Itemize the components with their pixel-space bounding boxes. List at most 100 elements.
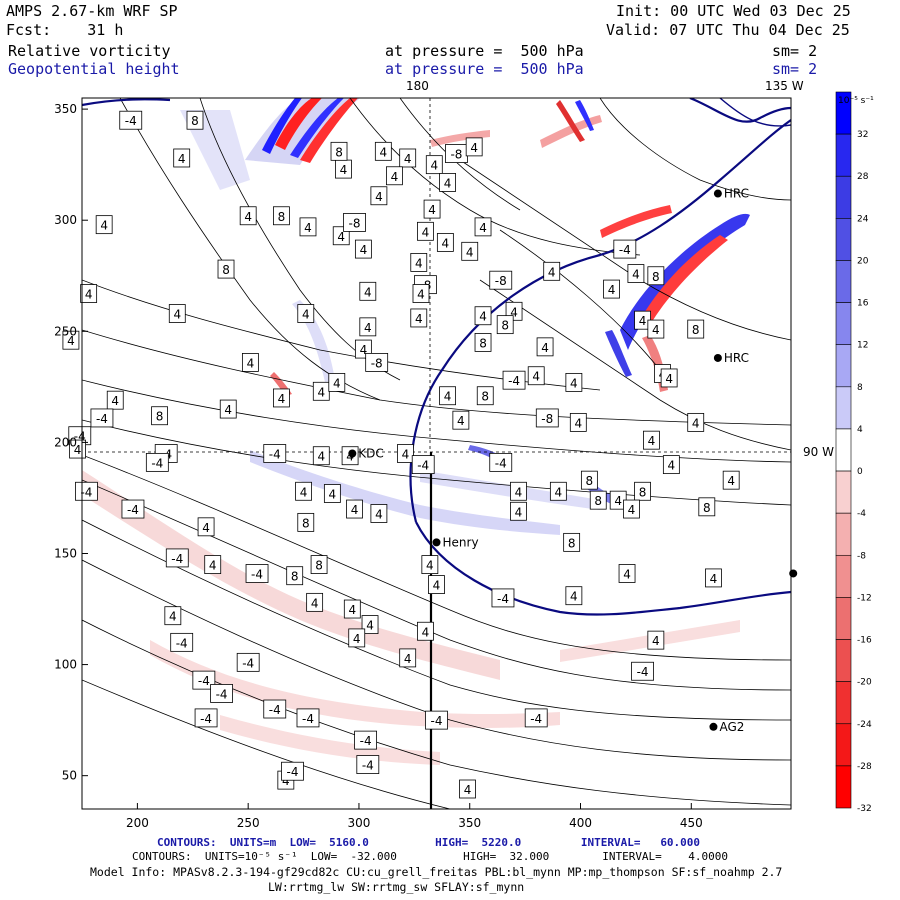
contour-label: -8: [343, 213, 366, 232]
contour-label-text: 8: [703, 501, 711, 515]
contour-label: 4: [348, 628, 366, 648]
contour-label: -4: [411, 455, 435, 475]
contour-label-text: 4: [348, 603, 356, 617]
contour-label: 4: [312, 381, 330, 401]
contour-label: -4: [263, 444, 287, 463]
colorbar-label: 12: [857, 341, 868, 351]
contour-label: 4: [219, 399, 237, 419]
contour-label: -8: [365, 353, 389, 372]
contour-label: -4: [119, 110, 143, 130]
contour-label: 8: [310, 555, 328, 574]
contour-label: 4: [80, 284, 98, 303]
contour-label-text: 4: [433, 579, 441, 593]
contour-label-text: 4: [632, 268, 640, 282]
colorbar-label: 24: [857, 214, 869, 224]
colorbar-swatch: [835, 386, 852, 430]
contour-label-text: 4: [442, 236, 450, 250]
colorbar-label: -20: [857, 678, 872, 688]
colorbar-swatch: [835, 428, 852, 472]
y-tick-label: 50: [62, 769, 77, 783]
station-label: HRC: [724, 187, 749, 201]
contour-label: 4: [436, 233, 454, 252]
contour-label: 4: [423, 199, 441, 219]
contour-label-text: 4: [282, 774, 290, 788]
colorbar-label: 32: [857, 130, 868, 140]
contour-label-text: 4: [169, 610, 177, 624]
contour-label: 4: [370, 186, 388, 206]
contour-label-text: -4: [151, 456, 163, 470]
contour-label: -4: [491, 588, 515, 608]
contour-label-text: 4: [532, 370, 540, 384]
footer-model-info: Model Info: MPASv8.2.3-194-gf29cd82c CU:…: [90, 865, 783, 879]
contour-label-text: 4: [209, 559, 217, 573]
contour-label-text: 4: [464, 783, 472, 797]
contour-label: 4: [323, 484, 341, 503]
contour-label: 4: [295, 481, 312, 501]
station-label: HRC: [724, 351, 749, 365]
contour-label-text: 4: [444, 390, 452, 404]
colorbar-swatch: [835, 512, 852, 556]
x-tick-label: 250: [237, 816, 260, 830]
contour-label: 4: [722, 470, 740, 490]
contour-label: 8: [474, 333, 492, 352]
contour-label-text: 4: [404, 652, 412, 666]
field2-name: Geopotential height: [8, 60, 180, 78]
colorbar: 32 28 24 20 16 12 8 4 0 -4 -8 -12 -16 -20 -24 -28 -32: [835, 91, 872, 814]
contour-label-text: -4: [269, 703, 281, 717]
contour-label: -4: [236, 652, 260, 672]
contour-label-text: 4: [360, 343, 368, 357]
contour-label-text: -8: [371, 356, 383, 370]
contour-label: 4: [452, 410, 470, 430]
contour-label-text: 4: [652, 323, 660, 337]
colorbar-label: 28: [857, 172, 869, 182]
contour-label-text: -4: [96, 412, 108, 426]
contour-label: -4: [165, 548, 189, 568]
contour-label-text: -4: [74, 430, 86, 444]
colorbar-swatch: [835, 470, 852, 514]
contour-label: 8: [186, 110, 204, 130]
contour-label-text: 4: [570, 376, 578, 390]
contour-label: 4: [603, 279, 620, 299]
station-marker: [348, 449, 357, 458]
contour-label: 4: [399, 648, 417, 668]
stations: HRC HRC KDC Henry AG2: [348, 187, 798, 734]
contour-label: 4: [647, 630, 665, 650]
contour-label-text: 4: [541, 341, 549, 355]
contour-label-text: 4: [470, 141, 478, 155]
contour-label-text: 4: [574, 416, 582, 430]
contour-label-text: -4: [362, 759, 374, 773]
contour-label-text: -4: [619, 243, 631, 257]
contour-label: -4: [263, 699, 287, 719]
colorbar-label: -4: [857, 509, 866, 519]
contour-label: 4: [425, 155, 443, 175]
contour-label: 4: [461, 241, 479, 261]
contour-label: 4: [660, 368, 678, 388]
contour-label-text: 8: [639, 485, 647, 499]
contour-label: 4: [417, 221, 434, 241]
colorbar-label: 16: [857, 299, 869, 309]
colorbar-swatch: [835, 723, 852, 767]
contour-label: 4: [510, 501, 527, 521]
contour-label-text: 4: [415, 256, 423, 270]
field1-name: Relative vorticity: [8, 42, 171, 60]
contour-label-text: 4: [302, 308, 310, 322]
contour-label: -4: [121, 499, 145, 519]
contour-label-text: -4: [125, 114, 137, 128]
contour-label: -4: [194, 708, 218, 728]
contour-label-text: 4: [244, 210, 252, 224]
contour-label-text: 8: [222, 263, 230, 277]
lon-label-135w: 135 W: [765, 79, 804, 93]
contour-label: 4: [164, 606, 182, 626]
contour-label: -4: [281, 761, 304, 781]
contour-label: 8: [580, 470, 598, 490]
contour-label-text: -4: [637, 665, 649, 679]
contour-label: 4: [241, 353, 259, 372]
contour-label-text: 4: [360, 243, 368, 257]
contour-label: -4: [502, 370, 526, 390]
contour-label: 4: [536, 337, 554, 357]
contour-label-text: 4: [422, 625, 430, 639]
contour-label: 4: [359, 281, 377, 301]
contour-label-text: 4: [364, 321, 372, 335]
